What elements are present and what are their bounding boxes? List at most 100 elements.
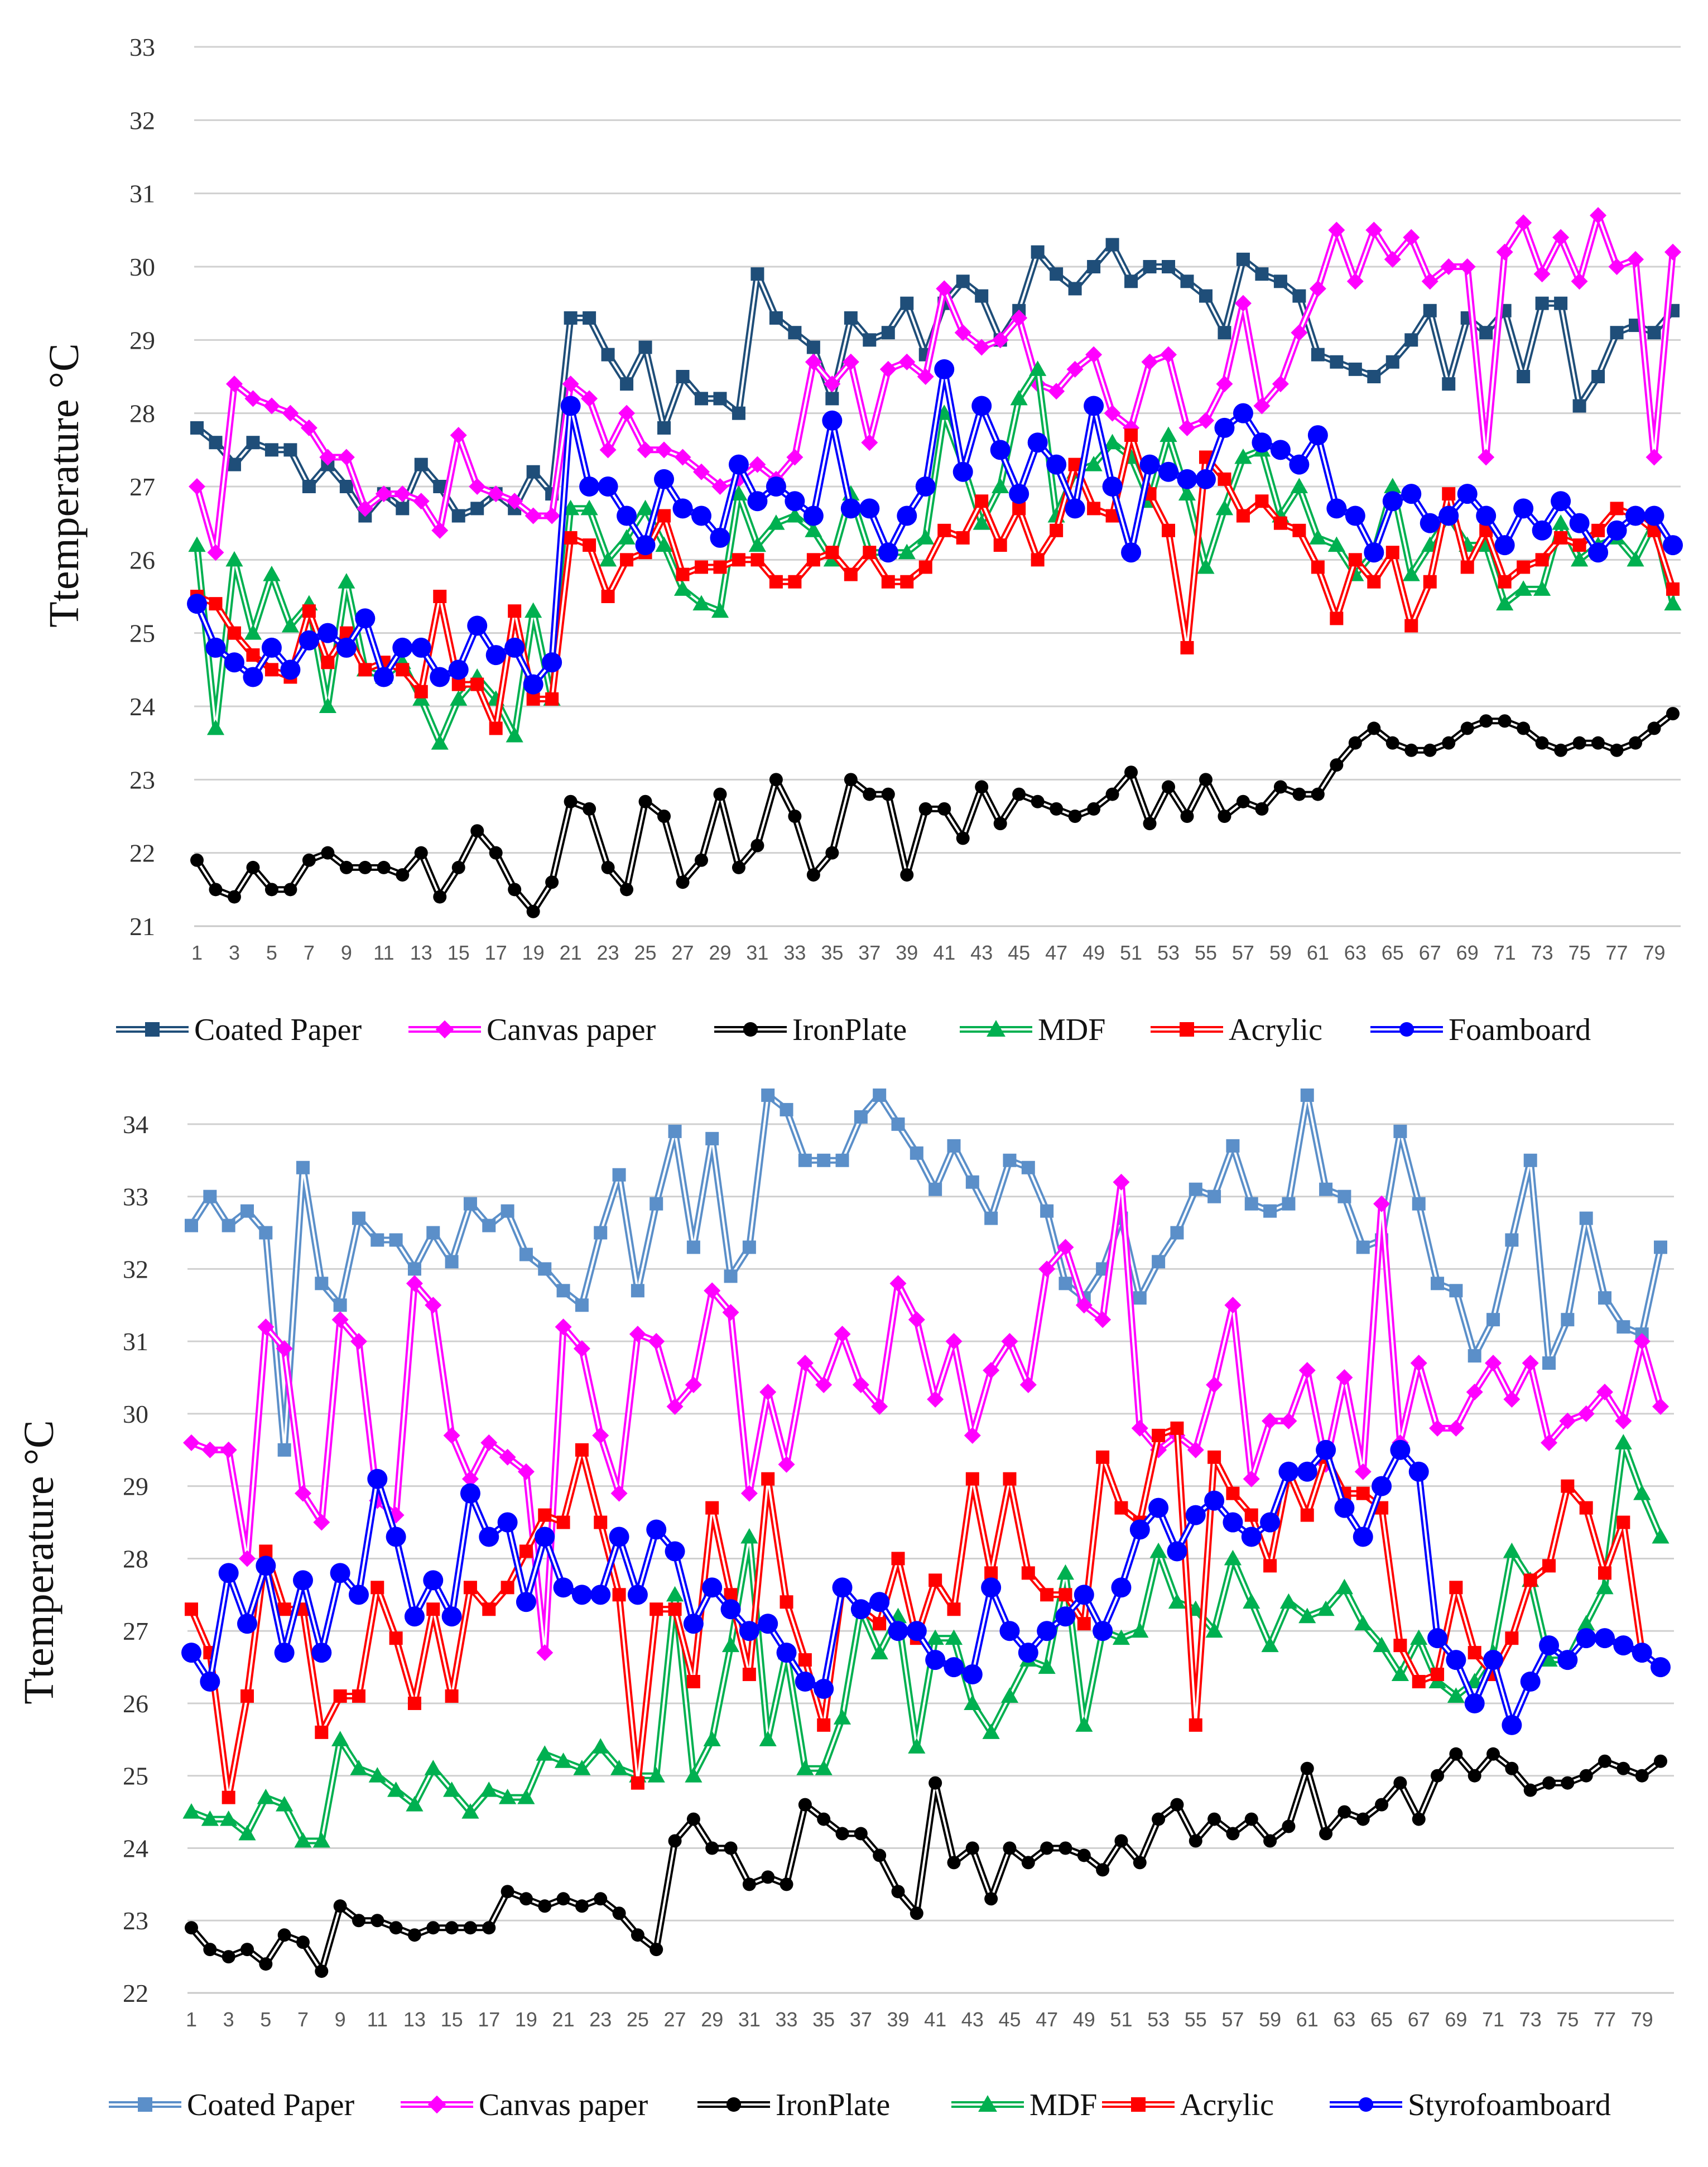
data-point — [1124, 428, 1138, 442]
data-point — [238, 1824, 256, 1841]
data-point — [517, 1463, 535, 1480]
data-point — [713, 560, 727, 574]
data-point — [482, 1921, 496, 1935]
data-point — [461, 1470, 479, 1487]
data-point — [227, 458, 241, 471]
data-point — [1021, 1856, 1035, 1870]
x-tick-label: 19 — [522, 941, 545, 964]
data-point — [188, 536, 206, 552]
data-point — [881, 326, 895, 340]
data-point — [1498, 575, 1512, 589]
data-point — [1486, 1313, 1500, 1327]
data-point — [1561, 1479, 1575, 1493]
data-point — [806, 553, 820, 567]
data-point — [1498, 714, 1512, 728]
x-tick-label: 57 — [1232, 941, 1254, 964]
data-point — [1579, 1501, 1593, 1515]
data-point — [873, 1848, 887, 1862]
data-point — [620, 883, 634, 897]
data-point — [1131, 1622, 1149, 1638]
data-point — [336, 637, 357, 658]
data-point — [655, 536, 673, 552]
data-point — [947, 1856, 961, 1870]
data-point — [263, 566, 281, 581]
data-point — [1535, 296, 1549, 310]
data-point — [333, 1689, 347, 1703]
data-point — [947, 1602, 961, 1616]
data-point — [599, 551, 617, 567]
data-point — [461, 1803, 479, 1819]
data-point — [274, 1643, 295, 1663]
data-point — [407, 1696, 421, 1710]
data-point — [352, 1914, 365, 1928]
data-point — [1330, 758, 1344, 772]
data-point — [1431, 1277, 1445, 1290]
data-point — [1535, 553, 1549, 567]
data-point — [668, 1834, 682, 1848]
data-point — [240, 1943, 254, 1957]
data-point — [1384, 478, 1402, 493]
data-point — [445, 1689, 459, 1703]
data-point — [945, 1333, 963, 1350]
data-point — [861, 434, 878, 451]
legend-item: Foamboard — [1370, 1013, 1591, 1047]
legend-marker — [1359, 2097, 1373, 2112]
data-point — [259, 1957, 273, 1971]
data-point — [612, 1588, 626, 1602]
data-point — [1252, 432, 1272, 453]
legend-marker — [145, 1022, 160, 1037]
data-point — [377, 860, 391, 874]
data-point — [1010, 389, 1028, 406]
data-point — [424, 1760, 442, 1775]
x-tick-label: 59 — [1259, 2008, 1281, 2031]
data-point — [227, 890, 241, 904]
data-point — [806, 340, 820, 354]
data-point — [910, 1906, 923, 1920]
data-point — [594, 1515, 608, 1529]
data-point — [333, 1899, 347, 1913]
data-point — [1133, 1291, 1147, 1305]
data-point — [414, 846, 428, 860]
data-point — [788, 326, 802, 340]
data-point — [238, 1550, 256, 1567]
data-point — [649, 1602, 663, 1616]
data-point — [319, 697, 336, 713]
data-point — [863, 787, 877, 801]
legend-label: Acrylic — [1229, 1013, 1322, 1047]
legend-item: IronPlate — [714, 1013, 907, 1047]
legend-label: IronPlate — [776, 2088, 890, 2122]
data-point — [711, 478, 729, 495]
x-tick-label: 59 — [1269, 941, 1292, 964]
data-point — [315, 1277, 329, 1290]
data-point — [187, 594, 207, 614]
data-point — [1535, 736, 1549, 750]
data-point — [1243, 1593, 1260, 1609]
data-point — [796, 1760, 814, 1775]
data-point — [780, 1102, 793, 1116]
data-point — [1021, 1566, 1035, 1580]
data-point — [371, 1914, 384, 1928]
data-point — [649, 1943, 663, 1957]
data-point — [315, 1725, 329, 1739]
x-tick-label: 53 — [1157, 941, 1180, 964]
x-tick-label: 25 — [627, 2008, 649, 2031]
data-point — [724, 1841, 738, 1855]
data-point — [506, 726, 523, 743]
data-point — [1505, 1631, 1519, 1645]
y-tick-label: 24 — [129, 692, 155, 721]
data-point — [705, 1841, 719, 1855]
data-point — [676, 370, 690, 383]
data-point — [1255, 802, 1269, 816]
data-point — [956, 275, 970, 288]
data-point — [1273, 780, 1287, 794]
y-tick-label: 33 — [123, 1183, 148, 1211]
data-point — [1579, 1211, 1593, 1225]
x-tick-label: 51 — [1110, 2008, 1132, 2031]
data-point — [999, 1621, 1020, 1641]
data-point — [685, 1376, 702, 1394]
data-point — [1664, 595, 1682, 611]
data-point — [1019, 1376, 1037, 1394]
data-point — [1385, 355, 1399, 369]
data-point — [1057, 1239, 1074, 1256]
data-point — [795, 1672, 815, 1692]
